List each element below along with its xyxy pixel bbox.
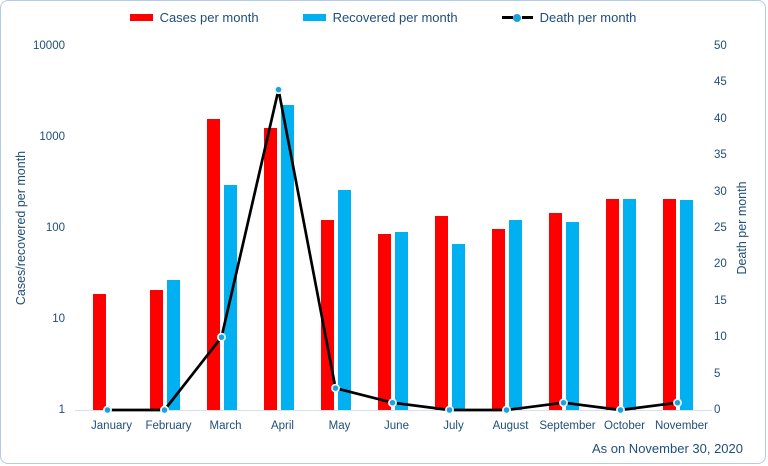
right-tick-5: 5 — [714, 367, 721, 380]
x-label-february: February — [145, 420, 192, 432]
as-of-note: As on November 30, 2020 — [591, 441, 743, 456]
left-tick-1: 1 — [58, 404, 65, 416]
bar-recovered-november — [679, 200, 693, 410]
bar-cases-may — [320, 220, 334, 410]
x-label-april: April — [270, 420, 294, 432]
death-dot-icon — [513, 13, 522, 22]
death-line-marker-icon — [501, 13, 533, 23]
right-tick-15: 15 — [714, 294, 727, 307]
legend-label-recovered: Recovered per month — [332, 10, 458, 25]
bar-cases-february — [149, 289, 163, 410]
bar-recovered-march — [223, 184, 237, 410]
x-axis-baseline — [75, 410, 712, 411]
legend-item-recovered: Recovered per month — [302, 10, 458, 25]
recovered-swatch-icon — [302, 14, 326, 21]
bar-recovered-april — [280, 104, 294, 410]
bar-recovered-october — [622, 199, 636, 410]
bar-cases-september — [548, 213, 562, 410]
left-tick-10: 10 — [52, 313, 65, 325]
bar-cases-july — [434, 216, 448, 410]
x-label-march: March — [209, 420, 242, 432]
bar-cases-november — [662, 199, 676, 410]
right-tick-35: 35 — [714, 149, 727, 162]
bar-cases-june — [377, 233, 391, 410]
chart-legend: Cases per month Recovered per month Deat… — [1, 10, 765, 25]
x-label-june: June — [384, 420, 409, 432]
bar-recovered-june — [394, 232, 408, 410]
right-tick-10: 10 — [714, 331, 727, 344]
right-tick-25: 25 — [714, 222, 727, 234]
bar-recovered-july — [451, 243, 465, 410]
right-tick-30: 30 — [714, 185, 727, 198]
bar-cases-april — [263, 128, 277, 410]
left-tick-100: 100 — [45, 222, 65, 234]
right-tick-40: 40 — [714, 112, 727, 125]
bar-cases-march — [206, 118, 220, 410]
bar-recovered-may — [337, 189, 351, 410]
bar-cases-october — [605, 199, 619, 410]
x-label-may: May — [328, 420, 351, 432]
left-tick-1000: 1000 — [39, 131, 65, 143]
death-marker-april — [274, 85, 283, 95]
right-tick-45: 45 — [714, 76, 727, 89]
legend-label-cases: Cases per month — [159, 10, 259, 25]
legend-item-death: Death per month — [501, 10, 637, 25]
bar-cases-august — [491, 228, 505, 410]
x-label-july: July — [443, 420, 464, 432]
x-label-january: January — [91, 420, 132, 432]
right-tick-0: 0 — [714, 404, 721, 416]
bar-recovered-february — [166, 279, 180, 410]
bar-cases-january — [92, 293, 106, 410]
death-line — [106, 88, 679, 412]
x-label-september: September — [539, 420, 596, 432]
x-label-november: November — [654, 420, 709, 432]
bar-recovered-september — [565, 222, 579, 410]
bar-recovered-august — [508, 220, 522, 410]
left-tick-10000: 10000 — [33, 40, 65, 52]
right-tick-50: 50 — [714, 40, 727, 52]
x-label-october: October — [604, 420, 645, 432]
legend-label-death: Death per month — [539, 10, 637, 25]
legend-item-cases: Cases per month — [129, 10, 259, 25]
x-label-august: August — [492, 420, 529, 432]
cases-swatch-icon — [129, 14, 153, 21]
right-tick-20: 20 — [714, 258, 727, 271]
